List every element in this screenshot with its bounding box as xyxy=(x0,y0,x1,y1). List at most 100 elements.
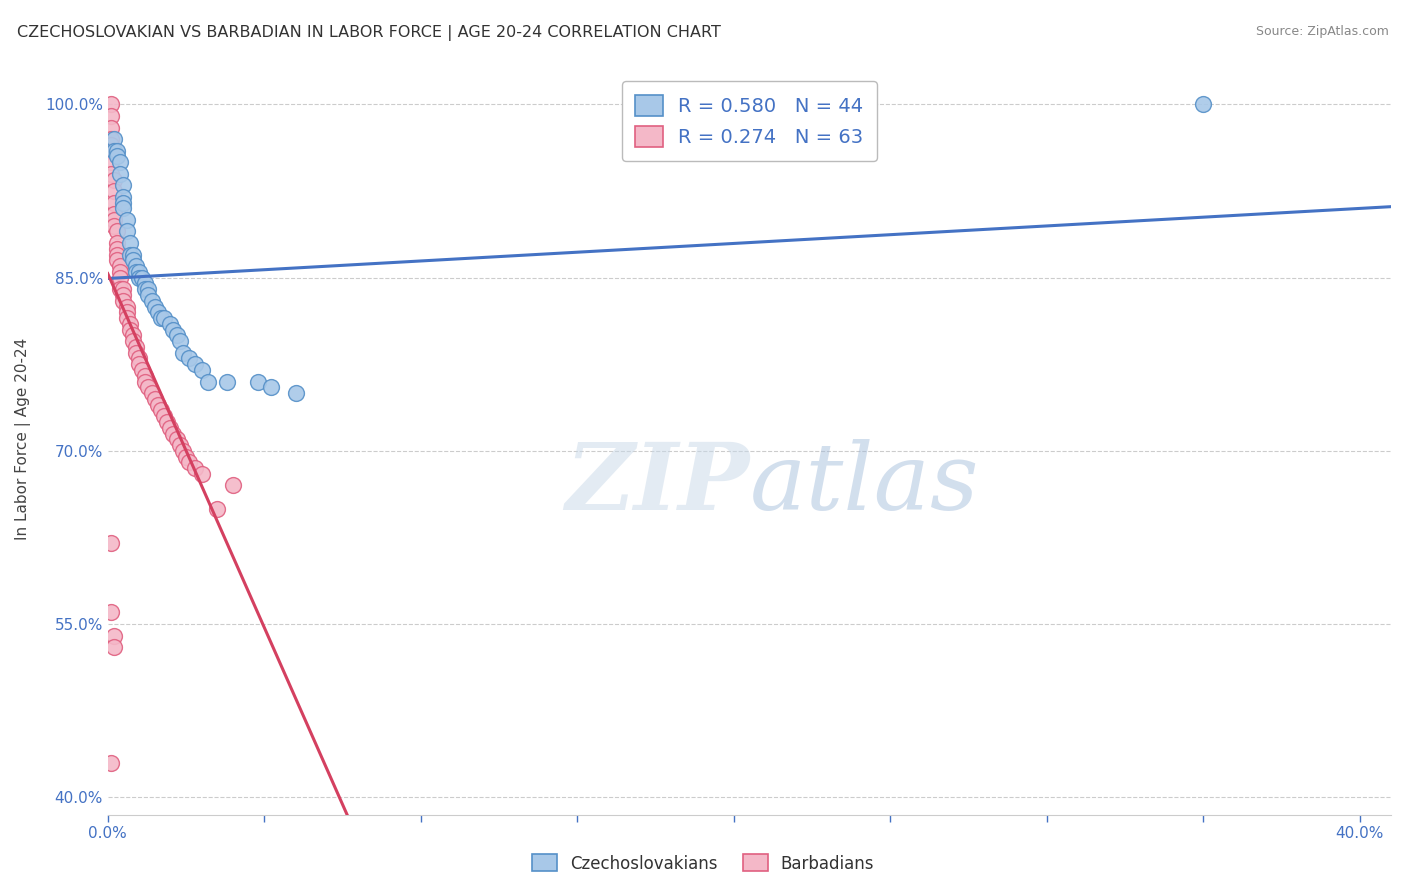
Legend: R = 0.580   N = 44, R = 0.274   N = 63: R = 0.580 N = 44, R = 0.274 N = 63 xyxy=(621,81,877,161)
Point xyxy=(179,351,201,366)
Point xyxy=(143,300,166,314)
Point xyxy=(100,144,122,158)
Point xyxy=(146,305,169,319)
Y-axis label: In Labor Force | Age 20-24: In Labor Force | Age 20-24 xyxy=(15,338,31,541)
Point xyxy=(169,334,191,348)
Point xyxy=(103,184,125,198)
Point xyxy=(166,328,188,343)
Point xyxy=(100,536,122,550)
Point xyxy=(110,265,132,279)
Point xyxy=(112,282,135,296)
Point xyxy=(134,375,156,389)
Point xyxy=(138,380,160,394)
Point xyxy=(121,328,143,343)
Point xyxy=(105,144,128,158)
Point xyxy=(103,219,125,233)
Point xyxy=(172,345,194,359)
Point xyxy=(190,467,212,481)
Point xyxy=(149,403,172,417)
Point xyxy=(115,311,138,326)
Point xyxy=(153,311,176,326)
Point xyxy=(105,247,128,261)
Point xyxy=(138,288,160,302)
Point xyxy=(115,305,138,319)
Point xyxy=(159,421,181,435)
Legend: Czechoslovakians, Barbadians: Czechoslovakians, Barbadians xyxy=(524,847,882,880)
Point xyxy=(190,363,212,377)
Point xyxy=(112,178,135,193)
Point xyxy=(105,253,128,268)
Point xyxy=(128,265,150,279)
Point xyxy=(112,293,135,308)
Point xyxy=(103,213,125,227)
Point xyxy=(100,120,122,135)
Point xyxy=(143,392,166,406)
Point xyxy=(103,195,125,210)
Point xyxy=(112,195,135,210)
Point xyxy=(128,351,150,366)
Point xyxy=(105,149,128,163)
Point xyxy=(146,398,169,412)
Point xyxy=(115,300,138,314)
Point xyxy=(141,293,163,308)
Point xyxy=(100,132,122,146)
Point xyxy=(125,259,148,273)
Point xyxy=(125,345,148,359)
Point xyxy=(112,288,135,302)
Point xyxy=(100,167,122,181)
Point xyxy=(159,317,181,331)
Point xyxy=(103,207,125,221)
Point xyxy=(110,155,132,169)
Point xyxy=(100,137,122,152)
Point xyxy=(121,253,143,268)
Point xyxy=(162,426,184,441)
Point xyxy=(138,282,160,296)
Point xyxy=(115,213,138,227)
Point xyxy=(179,455,201,469)
Text: Source: ZipAtlas.com: Source: ZipAtlas.com xyxy=(1256,25,1389,38)
Point xyxy=(141,386,163,401)
Point xyxy=(1192,97,1215,112)
Point xyxy=(125,265,148,279)
Point xyxy=(103,132,125,146)
Point xyxy=(166,432,188,446)
Point xyxy=(110,270,132,285)
Point xyxy=(100,155,122,169)
Point xyxy=(100,756,122,770)
Point xyxy=(153,409,176,424)
Point xyxy=(184,461,207,475)
Point xyxy=(110,259,132,273)
Point xyxy=(105,235,128,250)
Point xyxy=(162,323,184,337)
Point xyxy=(121,334,143,348)
Point xyxy=(103,629,125,643)
Point xyxy=(284,386,307,401)
Point xyxy=(149,311,172,326)
Point xyxy=(222,478,245,492)
Point xyxy=(131,270,153,285)
Point xyxy=(128,270,150,285)
Point xyxy=(131,363,153,377)
Point xyxy=(184,357,207,371)
Point xyxy=(246,375,269,389)
Text: CZECHOSLOVAKIAN VS BARBADIAN IN LABOR FORCE | AGE 20-24 CORRELATION CHART: CZECHOSLOVAKIAN VS BARBADIAN IN LABOR FO… xyxy=(17,25,721,41)
Point xyxy=(105,224,128,238)
Point xyxy=(100,109,122,123)
Point xyxy=(115,224,138,238)
Point xyxy=(121,247,143,261)
Point xyxy=(103,172,125,186)
Point xyxy=(197,375,219,389)
Point xyxy=(134,368,156,383)
Point xyxy=(103,144,125,158)
Point xyxy=(110,282,132,296)
Point xyxy=(169,438,191,452)
Point xyxy=(112,202,135,216)
Point xyxy=(125,340,148,354)
Point xyxy=(100,606,122,620)
Text: ZIP: ZIP xyxy=(565,440,749,529)
Point xyxy=(118,235,141,250)
Point xyxy=(105,242,128,256)
Point xyxy=(110,167,132,181)
Text: atlas: atlas xyxy=(749,440,979,529)
Point xyxy=(172,443,194,458)
